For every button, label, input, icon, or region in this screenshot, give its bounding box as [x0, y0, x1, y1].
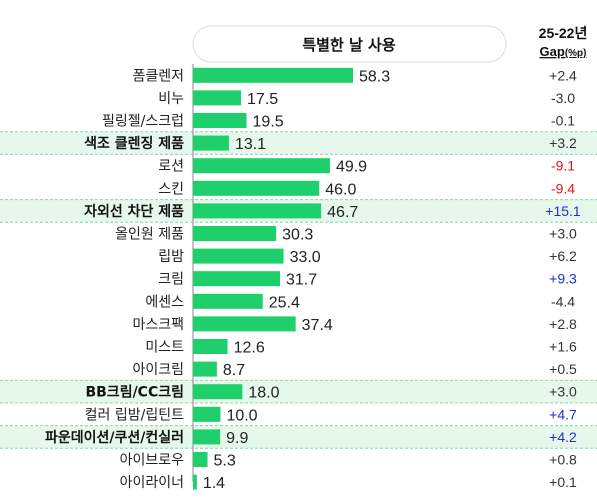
gap-value: -0.1	[551, 113, 575, 129]
bar	[193, 474, 197, 490]
category-label: 색조 클렌징 제품	[84, 135, 184, 152]
value-label: 8.7	[223, 362, 245, 379]
bar	[193, 452, 208, 467]
bar	[193, 226, 277, 241]
category-label: 컬러 립밤/립틴트	[85, 407, 184, 423]
value-label: 33.0	[290, 249, 321, 266]
gap-value: +15.1	[545, 203, 581, 219]
bar	[193, 67, 353, 83]
bar	[193, 158, 330, 174]
highlight-bands	[0, 131, 597, 449]
category-label: 올인원 제품	[115, 227, 184, 243]
value-label: 9.9	[226, 430, 248, 447]
value-label: 13.1	[235, 136, 266, 153]
bar	[193, 316, 296, 332]
category-label: 립밤	[158, 249, 184, 265]
category-label: 아이크림	[132, 362, 184, 378]
category-label: 미스트	[145, 340, 184, 356]
gap-value: +2.8	[549, 316, 577, 332]
value-label: 1.4	[203, 475, 225, 492]
category-label: 폼클렌저	[132, 68, 184, 84]
category-label: 에센스	[145, 294, 184, 310]
category-label: 마스크팩	[132, 317, 184, 333]
gap-header-unit: (%p)	[565, 48, 587, 59]
value-label: 30.3	[282, 227, 313, 244]
chart-rows: 폼클렌저 58.3 +2.4 비누 17.5 -3.0 필링젤/스크럽 19.5 -0.1 색조 …	[45, 67, 581, 492]
bar	[193, 339, 228, 354]
bar	[193, 293, 263, 309]
category-label: 비누	[158, 91, 184, 107]
highlight-band	[0, 131, 597, 155]
gap-value: +0.5	[549, 361, 577, 377]
bar	[193, 180, 320, 196]
category-label: 파운데이션/쿠션/컨실러	[45, 429, 184, 446]
highlight-band	[0, 380, 597, 403]
bar	[193, 113, 247, 128]
gap-value: +0.1	[549, 474, 577, 490]
value-label: 19.5	[253, 114, 284, 131]
bar	[193, 429, 221, 445]
gap-value: +3.2	[549, 135, 577, 151]
bar	[193, 90, 242, 106]
category-label: 필링젤/스크럽	[102, 114, 184, 130]
gap-header-gap: Gap	[540, 44, 565, 59]
chart-title: 특별한 날 사용	[302, 36, 395, 54]
value-label: 46.7	[327, 204, 358, 221]
category-label: BB크림/CC크림	[85, 385, 184, 401]
bar	[193, 384, 243, 400]
value-label: 5.3	[214, 453, 236, 470]
chart-title-box	[192, 25, 507, 63]
category-label: 자외선 차단 제품	[84, 203, 184, 220]
gap-header-year: 25-22년	[539, 25, 588, 41]
gap-value: +9.3	[549, 271, 577, 287]
value-label: 31.7	[286, 272, 317, 289]
bar	[193, 361, 217, 377]
category-label: 로션	[158, 159, 184, 175]
gap-value: -9.1	[551, 158, 575, 174]
gap-value: +3.0	[549, 384, 577, 400]
value-label: 12.6	[234, 340, 265, 357]
category-label: 크림	[158, 272, 184, 288]
gap-value: -9.4	[551, 180, 575, 196]
value-label: 46.0	[325, 181, 356, 198]
bar	[193, 203, 322, 219]
gap-header-label: Gap(%p)	[540, 44, 587, 59]
bar	[193, 271, 280, 287]
category-label: 아이라이너	[120, 475, 184, 491]
highlight-band	[0, 425, 597, 449]
bar	[193, 248, 284, 264]
gap-value: +6.2	[549, 248, 577, 264]
category-label: 스킨	[158, 181, 184, 197]
gap-value: +2.4	[549, 67, 577, 83]
value-label: 49.9	[336, 159, 367, 176]
value-label: 17.5	[247, 91, 278, 108]
bar	[193, 406, 221, 422]
value-label: 58.3	[359, 68, 390, 85]
gap-value: +0.8	[549, 452, 577, 468]
gap-value: +1.6	[549, 339, 577, 355]
category-label: 아이브로우	[120, 453, 185, 469]
gap-value: +4.2	[549, 429, 577, 445]
gap-value: -4.4	[551, 293, 575, 309]
bar	[193, 135, 229, 151]
gap-value: +4.7	[549, 406, 577, 422]
value-label: 25.4	[269, 294, 300, 311]
value-label: 37.4	[302, 317, 333, 334]
gap-value: +3.0	[549, 226, 577, 242]
value-label: 10.0	[226, 407, 257, 424]
gap-value: -3.0	[551, 90, 575, 106]
value-label: 18.0	[248, 385, 279, 402]
